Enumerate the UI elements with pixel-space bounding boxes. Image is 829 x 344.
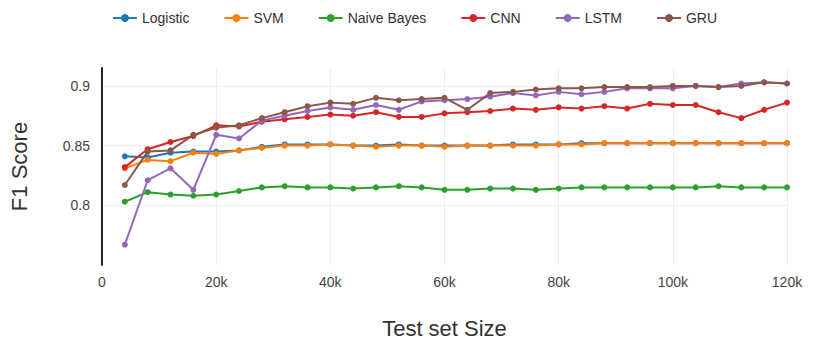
svg-text:CNN: CNN <box>490 10 520 26</box>
svg-text:0: 0 <box>98 274 106 290</box>
svg-text:40k: 40k <box>319 274 343 290</box>
svg-text:Logistic: Logistic <box>142 10 189 26</box>
svg-text:SVM: SVM <box>253 10 283 26</box>
svg-text:GRU: GRU <box>686 10 717 26</box>
svg-text:0.8: 0.8 <box>71 197 91 213</box>
svg-text:80k: 80k <box>547 274 571 290</box>
svg-text:LSTM: LSTM <box>585 10 622 26</box>
svg-text:Test set Size: Test set Size <box>382 316 507 341</box>
svg-text:120k: 120k <box>772 274 803 290</box>
svg-text:20k: 20k <box>205 274 229 290</box>
svg-text:F1 Score: F1 Score <box>7 122 32 211</box>
svg-text:60k: 60k <box>433 274 457 290</box>
svg-text:0.9: 0.9 <box>71 78 91 94</box>
svg-text:100k: 100k <box>658 274 689 290</box>
svg-text:Naive Bayes: Naive Bayes <box>348 10 427 26</box>
svg-text:0.85: 0.85 <box>63 138 90 154</box>
